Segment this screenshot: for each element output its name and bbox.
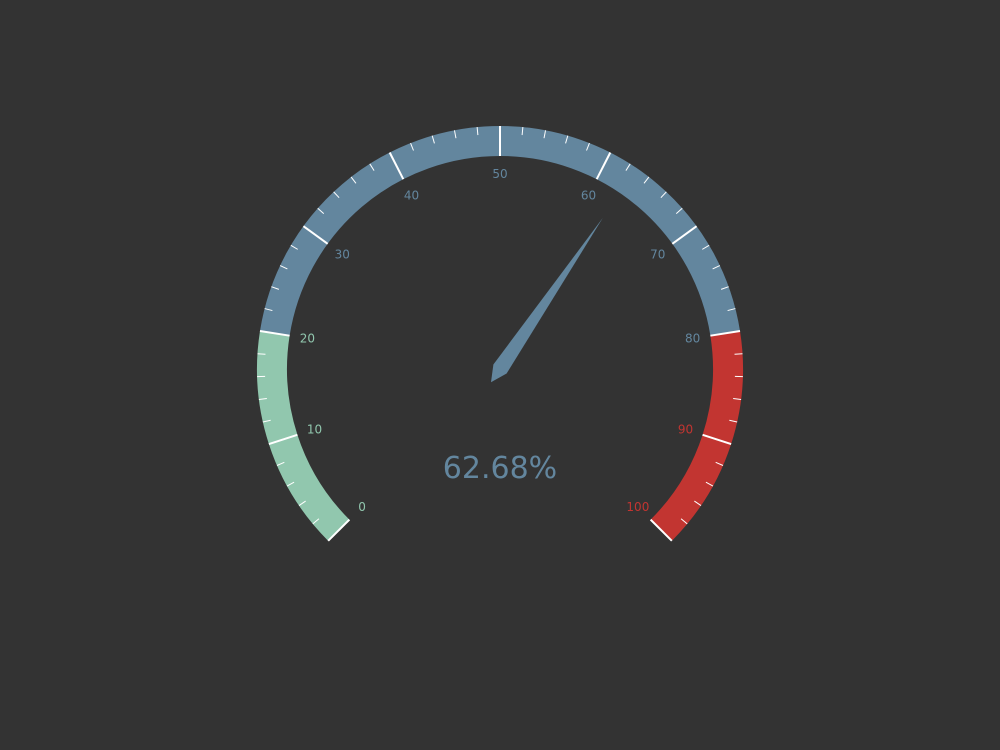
- gauge-tick-label: 100: [626, 500, 649, 514]
- gauge-value-readout: 62.68%: [443, 451, 557, 486]
- gauge-tick-label: 0: [358, 500, 366, 514]
- gauge-tick-label: 30: [335, 247, 350, 261]
- gauge-band-2: [661, 333, 728, 530]
- gauge-tick-label: 40: [404, 188, 419, 202]
- gauge-minor-tick: [257, 354, 265, 355]
- gauge-tick-label: 70: [650, 247, 665, 261]
- gauge-band-0: [272, 333, 339, 530]
- gauge-minor-tick: [735, 354, 743, 355]
- gauge-tick-label: 60: [581, 188, 596, 202]
- gauge-tick-label: 10: [307, 422, 322, 436]
- gauge-tick-label: 80: [685, 331, 700, 345]
- gauge-tick-label: 20: [300, 331, 315, 345]
- gauge-pointer-layer: [491, 218, 603, 382]
- gauge-pointer: [491, 218, 603, 382]
- gauge-tick-label: 50: [492, 167, 507, 181]
- gauge-tick-label: 90: [678, 422, 693, 436]
